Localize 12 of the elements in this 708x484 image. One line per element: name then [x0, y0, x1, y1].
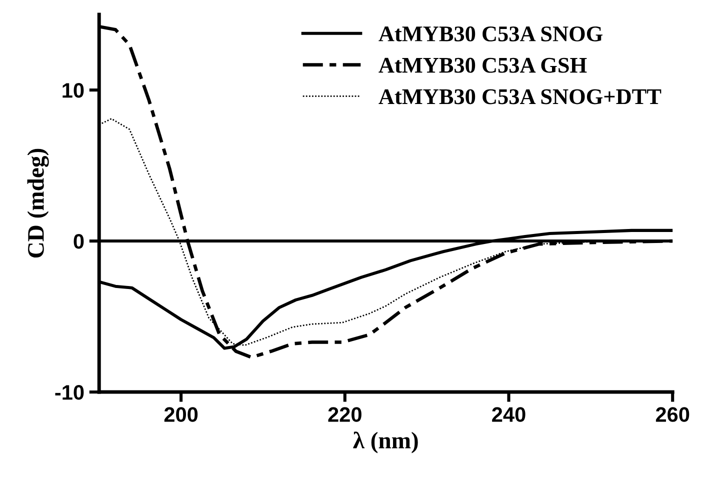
legend-label: AtMYB30 C53A SNOG+DTT	[378, 89, 662, 104]
y-axis-title: CD (mdeg)	[27, 148, 49, 258]
x-tick-label: 260	[656, 407, 690, 422]
y-tick-label: 10	[62, 83, 84, 98]
y-tick-label: 0	[74, 234, 84, 249]
x-tick-label: 240	[492, 407, 526, 422]
legend-label: AtMYB30 C53A SNOG	[378, 26, 603, 42]
y-tick-label: -10	[55, 385, 84, 400]
x-axis-title: λ (nm)	[353, 432, 418, 454]
x-tick-label: 220	[328, 407, 362, 422]
legend-label: AtMYB30 C53A GSH	[378, 58, 587, 73]
x-tick-label: 200	[164, 407, 198, 422]
